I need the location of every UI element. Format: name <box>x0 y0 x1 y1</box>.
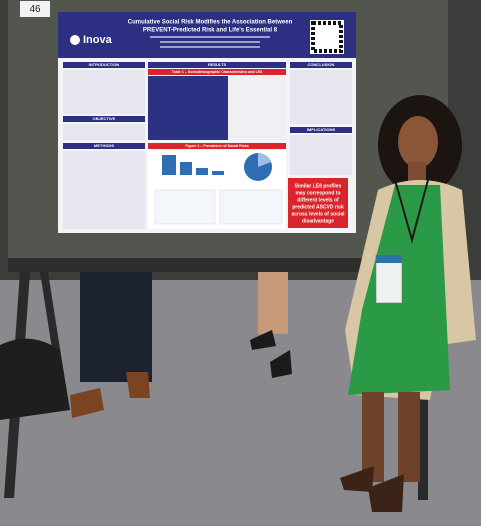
person-legs <box>80 272 152 382</box>
callout-line: different levels of <box>297 197 339 203</box>
board-frame <box>8 258 448 272</box>
figure-bar <box>180 162 192 175</box>
qr-pattern <box>311 21 343 53</box>
figure-bar <box>162 155 176 175</box>
poster-title-bar <box>58 12 356 58</box>
text-block <box>63 124 145 140</box>
section-header <box>63 116 145 122</box>
callout-line: may correspond to <box>295 190 340 196</box>
callout-box <box>288 178 348 228</box>
section-title: METHODS <box>94 143 114 148</box>
section-title: OBJECTIVE <box>93 116 116 121</box>
section-title: INTRODUCTION <box>89 62 120 67</box>
section-title: RESULTS <box>208 62 227 67</box>
text-block <box>290 135 352 175</box>
neck <box>408 162 426 182</box>
badge-header <box>376 255 402 263</box>
shoe <box>340 466 374 492</box>
person-legs <box>258 272 288 334</box>
shoe <box>270 350 292 378</box>
section-header <box>148 62 286 68</box>
figure-chart <box>219 189 283 225</box>
table-block <box>148 76 228 140</box>
caption-bar <box>148 143 286 149</box>
table-block <box>228 76 286 140</box>
figure-caption: Figure 1 – Prevalence of Social Risks <box>185 144 249 148</box>
figure-pie-slice <box>258 153 271 167</box>
author-line <box>160 46 260 48</box>
callout-line: disadvantage <box>302 218 334 224</box>
section-title: CONCLUSION <box>308 62 335 67</box>
text-block <box>290 70 352 124</box>
booth-number-card <box>20 1 50 17</box>
qr-code <box>310 20 344 54</box>
figure-bar <box>212 171 224 175</box>
shoe <box>368 474 404 512</box>
callout-line: across levels of social <box>291 211 345 217</box>
section-header <box>290 62 352 68</box>
logo-text: Inova <box>83 34 113 46</box>
section-header <box>63 62 145 68</box>
figure-chart <box>154 189 216 225</box>
table-caption: Table 1 – Sociodemographic Characteristi… <box>172 70 262 74</box>
booth-number: 46 <box>29 4 41 15</box>
leg <box>398 392 420 482</box>
caption-bar <box>148 69 286 75</box>
author-line <box>150 36 270 38</box>
face <box>398 116 438 168</box>
figure-bar <box>196 168 208 175</box>
callout-line: Similar LE8 profiles <box>295 183 342 189</box>
shoe <box>250 330 276 350</box>
poster-title: PREVENT-Predicted Risk and Life's Essent… <box>143 28 278 34</box>
lanyard <box>394 179 429 244</box>
bag <box>0 338 70 420</box>
section-title: IMPLICATIONS <box>307 127 336 132</box>
section-header <box>63 143 145 149</box>
text-block <box>63 70 145 114</box>
section-header <box>290 127 352 133</box>
poster-title: Cumulative Social Risk Modifies the Asso… <box>128 20 293 26</box>
shoe <box>126 372 150 398</box>
callout-line: predicted ASCVD risk <box>292 204 344 210</box>
logo-mark <box>70 35 80 45</box>
shoe <box>70 388 104 418</box>
leg <box>362 392 384 482</box>
text-block <box>63 151 145 229</box>
author-line <box>160 41 260 43</box>
